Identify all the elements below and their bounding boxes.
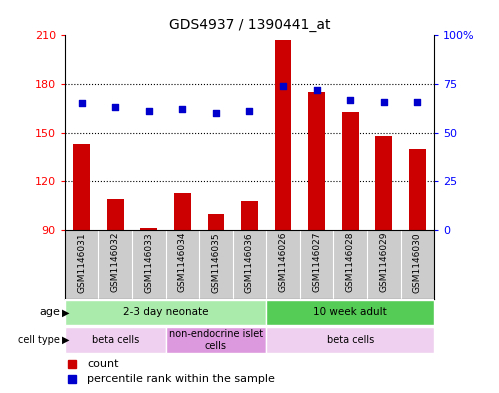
Text: GSM1146028: GSM1146028 bbox=[346, 232, 355, 292]
Bar bbox=[274, 40, 291, 230]
Text: GSM1146032: GSM1146032 bbox=[111, 232, 120, 292]
Text: GSM1146036: GSM1146036 bbox=[245, 232, 254, 293]
Bar bbox=[140, 228, 157, 230]
Bar bbox=[208, 214, 225, 230]
Point bbox=[346, 96, 354, 103]
Point bbox=[313, 87, 321, 93]
Bar bbox=[166, 327, 266, 353]
Bar bbox=[308, 92, 325, 230]
Bar bbox=[409, 149, 426, 230]
Point bbox=[111, 104, 119, 110]
Point bbox=[413, 98, 421, 105]
Text: ▶: ▶ bbox=[62, 307, 70, 318]
Text: cell type: cell type bbox=[18, 335, 60, 345]
Bar bbox=[375, 136, 392, 230]
Bar bbox=[174, 193, 191, 230]
Text: GSM1146027: GSM1146027 bbox=[312, 232, 321, 292]
Text: GSM1146034: GSM1146034 bbox=[178, 232, 187, 292]
Text: GSM1146026: GSM1146026 bbox=[278, 232, 287, 292]
Text: count: count bbox=[87, 358, 119, 369]
Bar bbox=[266, 327, 434, 353]
Text: GSM1146033: GSM1146033 bbox=[144, 232, 153, 293]
Bar bbox=[65, 300, 266, 325]
Point bbox=[178, 106, 186, 112]
Bar bbox=[266, 300, 434, 325]
Text: GSM1146035: GSM1146035 bbox=[212, 232, 221, 293]
Bar bbox=[73, 144, 90, 230]
Text: GDS4937 / 1390441_at: GDS4937 / 1390441_at bbox=[169, 18, 330, 32]
Bar bbox=[65, 327, 166, 353]
Bar bbox=[107, 199, 124, 230]
Text: GSM1146029: GSM1146029 bbox=[379, 232, 388, 292]
Point bbox=[380, 98, 388, 105]
Point bbox=[78, 100, 86, 107]
Text: GSM1146030: GSM1146030 bbox=[413, 232, 422, 293]
Point bbox=[246, 108, 253, 114]
Text: 10 week adult: 10 week adult bbox=[313, 307, 387, 318]
Text: ▶: ▶ bbox=[62, 335, 70, 345]
Bar bbox=[241, 201, 258, 230]
Text: non-endocrine islet
cells: non-endocrine islet cells bbox=[169, 329, 263, 351]
Point bbox=[279, 83, 287, 89]
Text: age: age bbox=[39, 307, 60, 318]
Text: beta cells: beta cells bbox=[92, 335, 139, 345]
Text: beta cells: beta cells bbox=[326, 335, 374, 345]
Text: 2-3 day neonate: 2-3 day neonate bbox=[123, 307, 208, 318]
Text: percentile rank within the sample: percentile rank within the sample bbox=[87, 374, 275, 384]
Point bbox=[212, 110, 220, 116]
Text: GSM1146031: GSM1146031 bbox=[77, 232, 86, 293]
Point bbox=[145, 108, 153, 114]
Bar bbox=[342, 112, 359, 230]
